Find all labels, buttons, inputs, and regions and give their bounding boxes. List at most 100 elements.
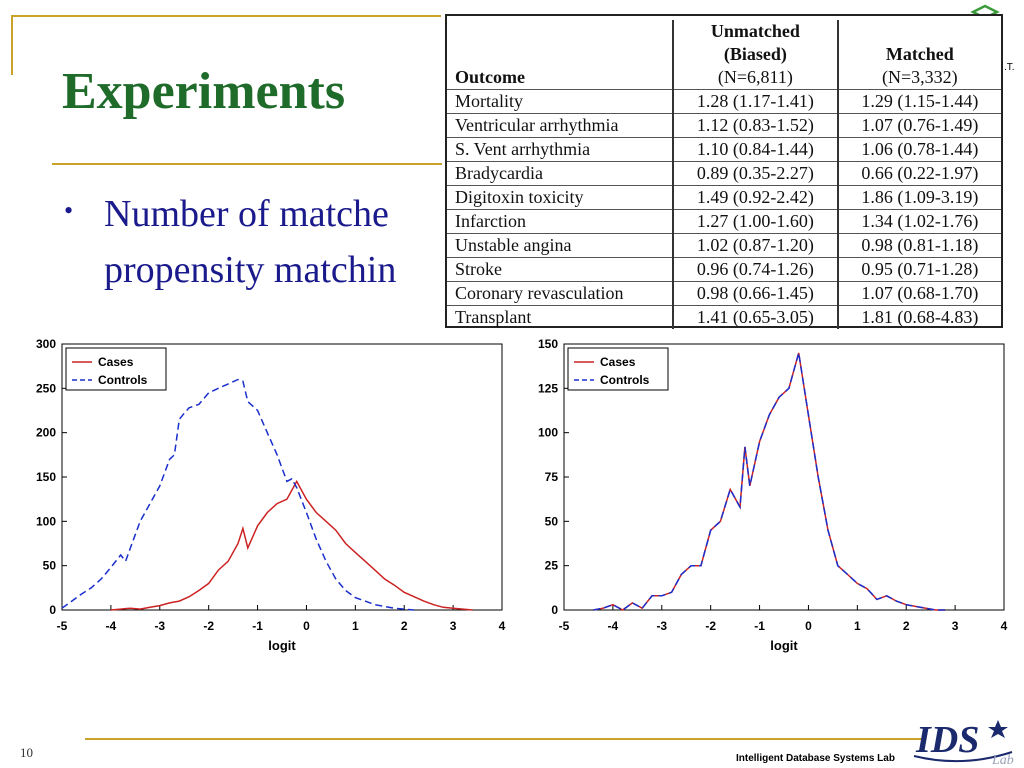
legend-box [567, 347, 669, 391]
y-tick-label: 50 [43, 559, 57, 573]
header-unmatched-line-1: Unmatched [710, 21, 800, 41]
table-row: Transplant 1.41 (0.65-3.05) 1.81 (0.68-4.8… [447, 305, 1001, 329]
x-tick-label: 0 [805, 619, 812, 633]
unmatched-cell: 1.12 (0.83-1.52) [673, 113, 839, 138]
series-line-cases [110, 479, 473, 611]
outcome-cell: Ventricular arrhythmia [447, 113, 675, 138]
ids-lab-logo-icon: IDS Lab [913, 719, 1014, 768]
outcome-cell: S. Vent arrhythmia [447, 137, 675, 162]
header-matched-line-2: (N=3,332) [882, 67, 958, 87]
header-unmatched-line-3: (N=6,811) [717, 67, 793, 87]
y-tick-label: 100 [36, 514, 56, 528]
unmatched-cell: 0.98 (0.66-1.45) [673, 281, 839, 306]
table-row: Mortality 1.28 (1.17-1.41) 1.29 (1.15-1.44… [447, 89, 1001, 114]
y-tick-label: 25 [545, 559, 559, 573]
x-tick-label: 1 [854, 619, 861, 633]
table-row: Coronary revasculation 0.98 (0.66-1.45) 1.… [447, 281, 1001, 306]
matched-cell: 0.66 (0.22-1.97) [837, 161, 1001, 186]
matched-cell: 1.07 (0.68-1.70) [837, 281, 1001, 306]
y-tick-label: 125 [538, 381, 558, 395]
page-number: 10 [20, 745, 33, 760]
unmatched-cell: 0.89 (0.35-2.27) [673, 161, 839, 186]
svg-text:Lab: Lab [991, 753, 1014, 768]
x-tick-label: 4 [1001, 619, 1008, 633]
outcome-cell: Bradycardia [447, 161, 675, 186]
legend-label: Cases [98, 355, 134, 369]
legend-label: Controls [98, 373, 148, 387]
matched-cell: 1.34 (1.02-1.76) [837, 209, 1001, 234]
corner-mark-text: .T. [1004, 62, 1015, 73]
matched-cell: 1.29 (1.15-1.44) [837, 89, 1001, 114]
x-tick-label: 0 [303, 619, 310, 633]
x-tick-label: -2 [705, 619, 716, 633]
footer-lab-name: Intelligent Database Systems Lab [736, 753, 895, 764]
bullet-icon: • [64, 196, 74, 225]
series-line-controls [593, 352, 946, 611]
y-tick-label: 150 [538, 337, 558, 351]
chart-unmatched-distribution: -5 -4 -3 -2 -1 0 1 2 3 4 0 50 100 150 200 250 300 logit Ca… [36, 337, 506, 653]
legend: Cases Controls [65, 347, 167, 391]
table-row: S. Vent arrhythmia 1.10 (0.84-1.44) 1.06 (… [447, 137, 1001, 162]
legend-label: Controls [600, 373, 650, 387]
y-tick-label: 200 [36, 426, 56, 440]
unmatched-cell: 1.41 (0.65-3.05) [673, 305, 839, 329]
x-tick-label: 2 [903, 619, 910, 633]
unmatched-cell: 1.02 (0.87-1.20) [673, 233, 839, 258]
matched-cell: 1.07 (0.76-1.49) [837, 113, 1001, 138]
x-tick-label: -1 [252, 619, 263, 633]
outcome-cell: Infarction [447, 209, 675, 234]
x-tick-label: -4 [608, 619, 619, 633]
outcome-cell: Coronary revasculation [447, 281, 675, 306]
x-tick-label: 1 [352, 619, 359, 633]
table-header-row: Outcome Unmatched (Biased) (N=6,811) Mat… [447, 20, 1001, 90]
slide-top-rule [11, 15, 441, 17]
y-tick-label: 300 [36, 337, 56, 351]
outcome-cell: Transplant [447, 305, 675, 329]
unmatched-cell: 1.49 (0.92-2.42) [673, 185, 839, 210]
y-tick-label: 75 [545, 470, 559, 484]
legend-label: Cases [600, 355, 636, 369]
y-tick-label: 250 [36, 381, 56, 395]
slide-left-rule [11, 15, 13, 75]
table-row: Stroke 0.96 (0.74-1.26) 0.95 (0.71-1.28) [447, 257, 1001, 282]
table-row: Bradycardia 0.89 (0.35-2.27) 0.66 (0.22-1.… [447, 161, 1001, 186]
matched-cell: 0.98 (0.81-1.18) [837, 233, 1001, 258]
x-axis-label: logit [268, 638, 296, 653]
header-unmatched-line-2: (Biased) [723, 44, 787, 64]
x-tick-label: -2 [203, 619, 214, 633]
legend-box [65, 347, 167, 391]
bullet-line-2: propensity matchin [104, 249, 397, 291]
x-tick-label: 2 [401, 619, 408, 633]
outcomes-table: Outcome Unmatched (Biased) (N=6,811) Mat… [445, 14, 1003, 329]
outcome-cell: Digitoxin toxicity [447, 185, 675, 210]
unmatched-cell: 0.96 (0.74-1.26) [673, 257, 839, 282]
unmatched-cell: 1.28 (1.17-1.41) [673, 89, 839, 114]
x-axis-label: logit [770, 638, 798, 653]
x-tick-label: -5 [559, 619, 570, 633]
header-unmatched: Unmatched (Biased) (N=6,811) [673, 20, 839, 90]
slide-title: Experiments [62, 63, 346, 120]
x-tick-label: -3 [656, 619, 667, 633]
bullet-line-1: Number of matche [104, 193, 389, 235]
unmatched-cell: 1.10 (0.84-1.44) [673, 137, 839, 162]
matched-cell: 1.81 (0.68-4.83) [837, 305, 1001, 329]
x-tick-label: 3 [952, 619, 959, 633]
svg-text:IDS: IDS [915, 719, 979, 761]
outcome-cell: Unstable angina [447, 233, 675, 258]
x-tick-label: -5 [57, 619, 68, 633]
x-tick-label: -1 [754, 619, 765, 633]
matched-cell: 1.86 (1.09-3.19) [837, 185, 1001, 210]
footer-rule [85, 738, 925, 740]
table-row: Unstable angina 1.02 (0.87-1.20) 0.98 (0.8… [447, 233, 1001, 258]
x-tick-label: -4 [106, 619, 117, 633]
table-row: Ventricular arrhythmia 1.12 (0.83-1.52) 1.… [447, 113, 1001, 138]
y-tick-label: 0 [49, 603, 56, 617]
unmatched-cell: 1.27 (1.00-1.60) [673, 209, 839, 234]
series-line-controls [61, 378, 415, 611]
chart-matched-distribution: -5 -4 -3 -2 -1 0 1 2 3 4 0 25 50 75 100 125 150 logit Case… [538, 337, 1008, 653]
legend: Cases Controls [567, 347, 669, 391]
table-row: Digitoxin toxicity 1.49 (0.92-2.42) 1.86 (… [447, 185, 1001, 210]
x-tick-label: -3 [154, 619, 165, 633]
matched-cell: 1.06 (0.78-1.44) [837, 137, 1001, 162]
matched-cell: 0.95 (0.71-1.28) [837, 257, 1001, 282]
